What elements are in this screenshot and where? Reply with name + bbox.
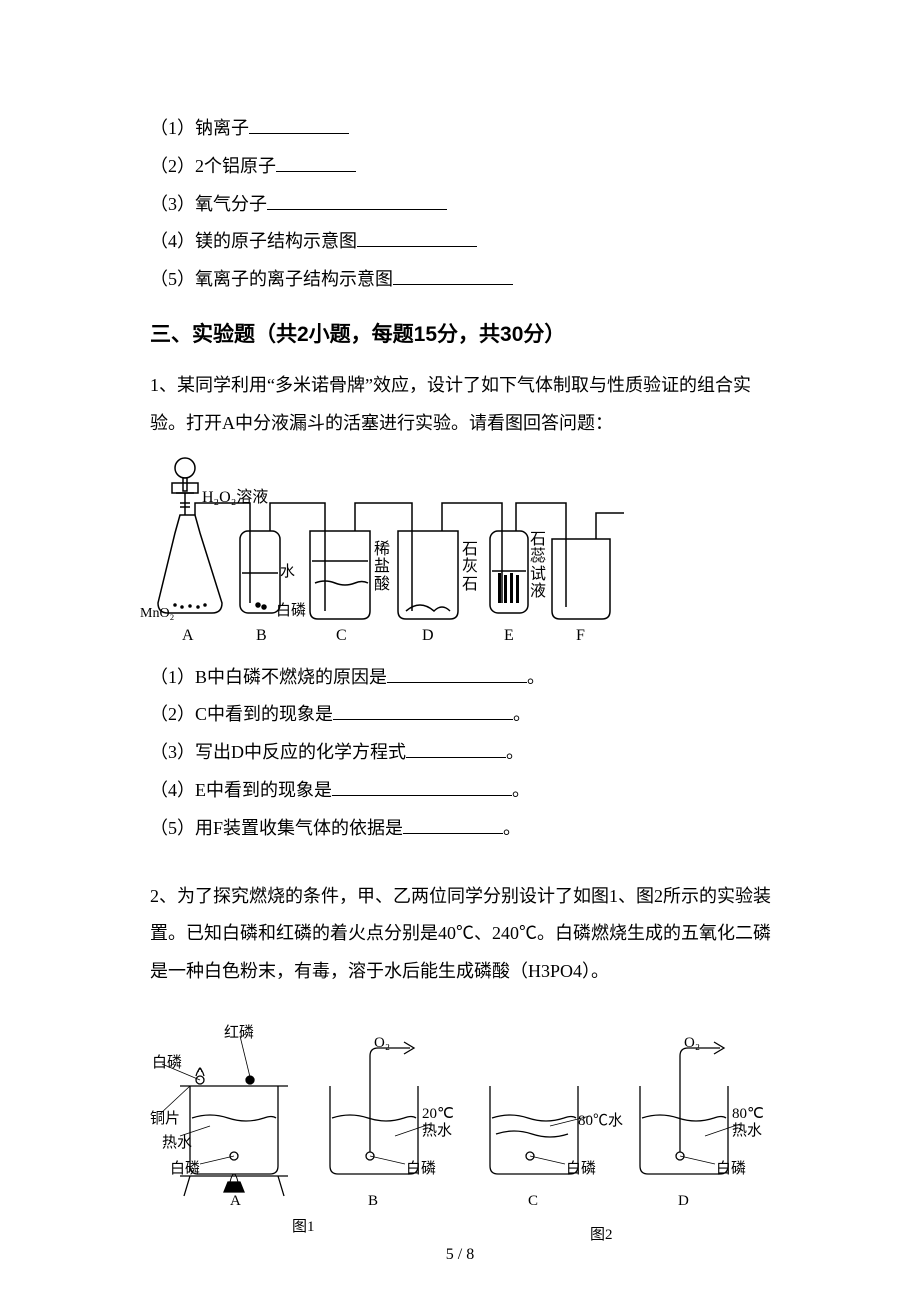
blank <box>387 665 527 683</box>
label-hot80: 80℃ 热水 <box>732 1106 764 1139</box>
exp1-q4-text: （4）E中看到的现象是 <box>150 780 332 800</box>
label-whitep-aw: 白磷 <box>170 1154 200 1186</box>
letter-f: F <box>576 619 585 653</box>
exp2-stem: 2、为了探究燃烧的条件，甲、乙两位同学分别设计了如图1、图2所示的实验装置。已知… <box>150 878 780 991</box>
blank <box>276 154 356 172</box>
cap-a: A <box>230 1186 241 1218</box>
exp1-q2: （2）C中看到的现象是 。 <box>150 696 780 734</box>
fill-item-5: （5）氧离子的离子结构示意图 <box>150 261 780 299</box>
dot: 。 <box>513 704 531 724</box>
cap-b: B <box>368 1186 378 1218</box>
label-water: 水 <box>280 557 295 589</box>
label-water80: 80℃水 <box>578 1106 623 1138</box>
blank <box>357 229 477 247</box>
dot: 。 <box>527 667 545 687</box>
blank <box>393 267 513 285</box>
label-whitep-b: 白磷 <box>406 1154 436 1186</box>
label-litmus: 石 蕊 试 液 <box>530 531 546 601</box>
label-whitep-d: 白磷 <box>716 1154 746 1186</box>
letter-d: D <box>422 619 434 653</box>
label-whitep: 白磷 <box>276 596 306 628</box>
section-3-title: 三、实验题（共2小题，每题15分，共30分） <box>150 313 780 357</box>
fill-3-text: （3）氧气分子 <box>150 194 267 214</box>
label-white-p-a: 白磷 <box>152 1048 182 1080</box>
exp1-stem: 1、某同学利用“多米诺骨牌”效应，设计了如下气体制取与性质验证的组合实验。打开A… <box>150 367 780 443</box>
blank <box>267 192 447 210</box>
exp1-q5-text: （5）用F装置收集气体的依据是 <box>150 818 403 838</box>
label-whitep-c: 白磷 <box>566 1154 596 1186</box>
letter-c: C <box>336 619 347 653</box>
exp1-q5: （5）用F装置收集气体的依据是 。 <box>150 810 780 848</box>
exp1-q2-text: （2）C中看到的现象是 <box>150 704 333 724</box>
page-footer: 5 / 8 <box>0 1238 920 1272</box>
dot: 。 <box>503 818 521 838</box>
fill-2-text: （2）2个铝原子 <box>150 156 276 176</box>
blank <box>249 116 349 134</box>
cap-c: C <box>528 1186 538 1218</box>
dot: 。 <box>506 742 524 762</box>
fill-item-2: （2）2个铝原子 <box>150 148 780 186</box>
exp1-q3-text: （3）写出D中反应的化学方程式 <box>150 742 406 762</box>
label-h2o2: H₂O₂溶液 <box>202 481 268 515</box>
dot: 。 <box>512 780 530 800</box>
label-o2-d: O₂ <box>684 1028 700 1060</box>
letter-a: A <box>182 619 194 653</box>
letter-b: B <box>256 619 267 653</box>
fill-item-1: （1）钠离子 <box>150 110 780 148</box>
exp2-figures: 白磷 红磷 铜片 热水 白磷 O₂ 20℃ 热水 白磷 80℃水 白磷 O₂ 8… <box>150 1006 780 1256</box>
label-water20: 20℃ 热水 <box>422 1106 454 1139</box>
exp1-q4: （4）E中看到的现象是 。 <box>150 772 780 810</box>
label-o2-b: O₂ <box>374 1028 390 1060</box>
letter-e: E <box>504 619 514 653</box>
exp1-q3: （3）写出D中反应的化学方程式 。 <box>150 734 780 772</box>
exp1-apparatus-diagram: H₂O₂溶液 MnO₂ 水 白磷 稀 盐 酸 石 灰 石 石 蕊 试 液 A B… <box>150 453 630 653</box>
exp1-q1: （1）B中白磷不燃烧的原因是 。 <box>150 659 780 697</box>
fill-item-4: （4）镁的原子结构示意图 <box>150 223 780 261</box>
fill-item-3: （3）氧气分子 <box>150 186 780 224</box>
label-red-p: 红磷 <box>224 1018 254 1050</box>
cap-d: D <box>678 1186 689 1218</box>
label-caco3: 石 灰 石 <box>462 541 478 594</box>
blank <box>332 778 512 796</box>
exp1-q1-text: （1）B中白磷不燃烧的原因是 <box>150 667 387 687</box>
label-mno2: MnO₂ <box>140 599 174 628</box>
blank <box>333 702 513 720</box>
label-hcl: 稀 盐 酸 <box>374 541 390 594</box>
fill-5-text: （5）氧离子的离子结构示意图 <box>150 269 393 289</box>
blank <box>403 816 503 834</box>
fill-1-text: （1）钠离子 <box>150 118 249 138</box>
blank <box>406 740 506 758</box>
fill-4-text: （4）镁的原子结构示意图 <box>150 231 357 251</box>
